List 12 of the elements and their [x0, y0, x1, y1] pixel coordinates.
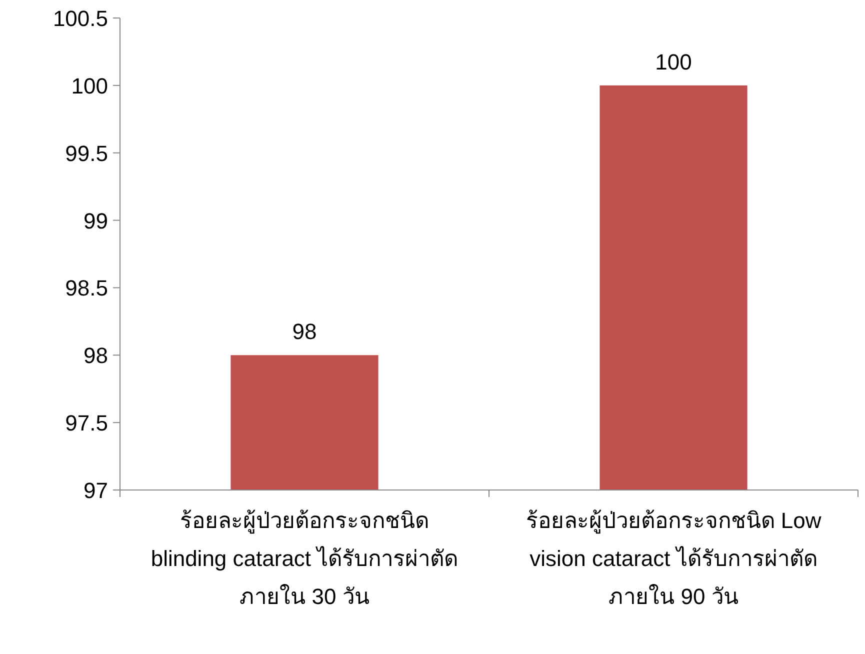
y-tick-label: 97.5: [65, 410, 108, 436]
y-tick-label: 100: [71, 73, 108, 98]
data-label: 100: [655, 49, 692, 74]
y-tick-label: 97: [84, 478, 108, 503]
y-tick-label: 98.5: [65, 276, 108, 301]
y-tick-label: 99: [84, 208, 108, 234]
y-tick-label: 98: [84, 343, 108, 368]
y-tick-label: 99.5: [65, 140, 108, 166]
x-tick-label: ร้อยละผู้ป่วยต้อกระจกชนิด Low vision cataract ได้รับการผ่าตัดภายใน 90 วัน: [524, 507, 822, 611]
y-tick-label: 100.5: [52, 6, 108, 31]
data-label: 98: [292, 319, 317, 344]
x-tick-label: ร้อยละผู้ป่วยต้อกระจกชนิด blinding cataract ได้รับการผ่าตัดภายใน 30 วัน: [150, 507, 460, 611]
